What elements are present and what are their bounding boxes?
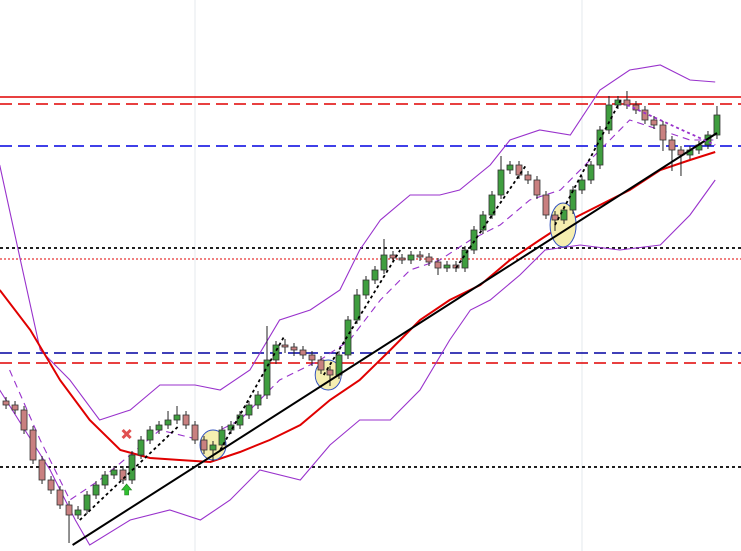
- candle-body: [245, 404, 253, 416]
- candle-body: [29, 429, 37, 461]
- candle-body: [650, 119, 658, 126]
- trend-line: [455, 164, 527, 269]
- indicator-line: [9, 119, 716, 501]
- candle-body: [587, 164, 595, 181]
- candle-body: [713, 114, 721, 136]
- candle-body: [38, 459, 46, 481]
- candle-body: [236, 414, 244, 426]
- candle-body: [209, 444, 217, 451]
- candle-body: [290, 346, 298, 351]
- candle-body: [173, 414, 181, 421]
- candle-body: [155, 424, 163, 431]
- candle-body: [326, 369, 334, 376]
- candle-body: [299, 349, 307, 356]
- candle-body: [434, 261, 442, 269]
- trend-line: [79, 424, 181, 521]
- indicator-line: [0, 179, 716, 546]
- candle-body: [200, 439, 208, 451]
- candle-body: [398, 257, 406, 261]
- candle-body: [425, 256, 433, 263]
- candle-body: [74, 509, 82, 516]
- candle-body: [524, 174, 532, 181]
- candle-body: [506, 164, 514, 171]
- candle-body: [335, 354, 343, 376]
- candle-body: [191, 424, 199, 441]
- candle-body: [533, 179, 541, 196]
- candle-body: [380, 254, 388, 271]
- trend-line: [219, 334, 286, 451]
- candle-body: [641, 109, 649, 121]
- candle-body: [389, 254, 397, 259]
- candle-body: [614, 99, 622, 106]
- candle-body: [470, 229, 478, 251]
- candle-body: [596, 129, 604, 166]
- candle-body: [263, 359, 271, 396]
- candle-body: [353, 294, 361, 321]
- candle-body: [83, 494, 91, 511]
- candle-body: [11, 404, 19, 411]
- candle-body: [362, 279, 370, 296]
- candle-body: [515, 164, 523, 176]
- candle-body: [668, 139, 676, 151]
- candle-body: [443, 264, 451, 269]
- candle-body: [254, 394, 262, 406]
- candle-body: [227, 424, 235, 431]
- candle-body: [542, 194, 550, 216]
- candle-body: [659, 124, 667, 141]
- candle-body: [128, 454, 136, 481]
- candle-body: [371, 269, 379, 281]
- candle-body: [137, 439, 145, 456]
- candle-body: [317, 359, 325, 371]
- candle-body: [164, 419, 172, 426]
- signal-cross: [121, 428, 132, 440]
- indicator-line: [0, 151, 716, 464]
- candle-body: [560, 209, 568, 221]
- candle-body: [56, 489, 64, 506]
- candle-body: [182, 414, 190, 426]
- trend-line: [72, 132, 718, 546]
- candle-body: [281, 344, 289, 348]
- candle-body: [218, 429, 226, 446]
- indicator-line: [0, 64, 716, 421]
- candle-body: [461, 249, 469, 269]
- candle-body: [344, 319, 352, 356]
- candle-body: [92, 484, 100, 496]
- candle-body: [20, 409, 28, 431]
- candle-body: [488, 194, 496, 216]
- candle-body: [308, 354, 316, 361]
- candle-body: [407, 254, 415, 261]
- candle-body: [569, 189, 577, 211]
- candle-body: [65, 504, 73, 516]
- candle-body: [578, 179, 586, 191]
- signal-arrow: [120, 483, 133, 496]
- candle-body: [119, 469, 127, 481]
- trend-line: [322, 249, 401, 376]
- candle-body: [497, 169, 505, 196]
- candle-body: [416, 254, 424, 258]
- candle-body: [2, 400, 10, 406]
- candle-body: [47, 479, 55, 491]
- candle-body: [101, 474, 109, 486]
- trend-line: [626, 104, 716, 146]
- candle-body: [110, 469, 118, 476]
- candle-body: [623, 99, 631, 106]
- candle-body: [146, 429, 154, 441]
- candle-body: [272, 344, 280, 361]
